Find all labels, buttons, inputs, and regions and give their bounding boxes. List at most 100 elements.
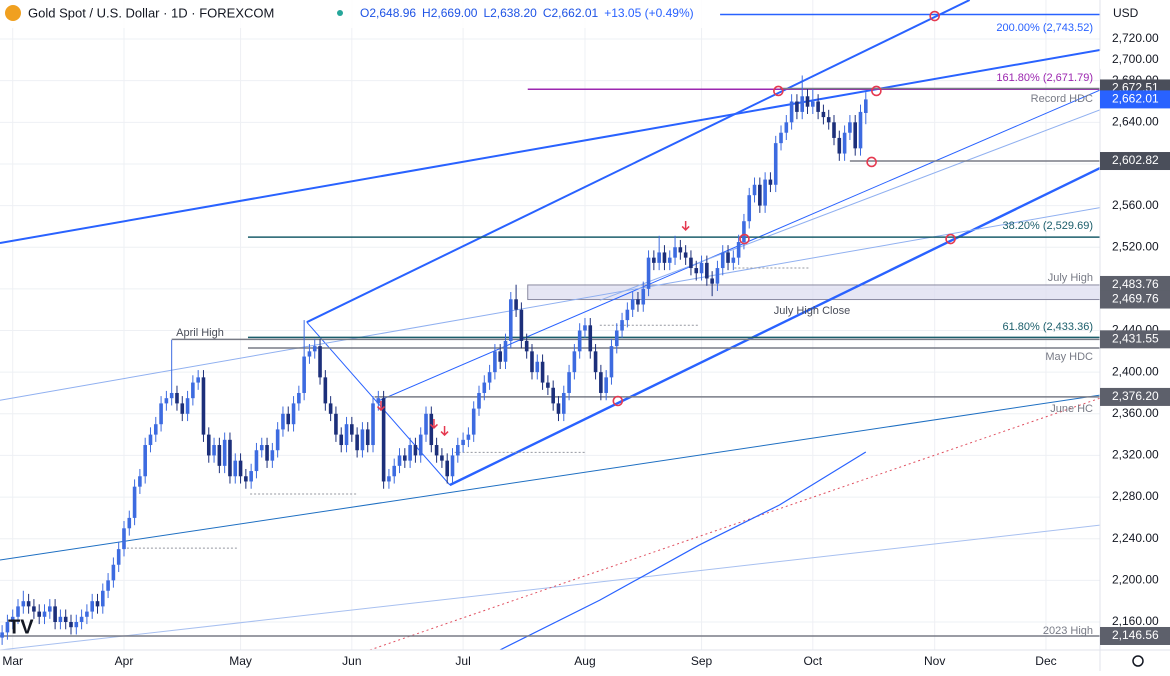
candle-body xyxy=(270,450,275,461)
candle-body xyxy=(217,445,222,466)
currency[interactable]: USD xyxy=(1113,6,1139,20)
candle-body xyxy=(758,184,762,206)
candle-body xyxy=(323,377,328,404)
price-label-box xyxy=(1100,90,1170,109)
candle-body xyxy=(371,403,375,446)
candle-body xyxy=(106,580,110,591)
candle-body xyxy=(164,398,169,404)
y-tick-label: 2,240.00 xyxy=(1112,531,1159,545)
candle-body xyxy=(275,429,280,451)
candle-body xyxy=(418,434,423,456)
candle-body xyxy=(858,111,863,149)
candle-body xyxy=(572,351,577,373)
candle-body xyxy=(715,268,720,284)
trendline xyxy=(449,166,1100,487)
annotation: 200.00% (2,743.52) xyxy=(996,22,1093,34)
annotation: April High xyxy=(176,327,224,339)
candle-body xyxy=(355,434,359,451)
candle-body xyxy=(175,392,179,404)
x-tick-label: Nov xyxy=(924,654,945,668)
price-label-box xyxy=(1100,330,1170,349)
candle-body xyxy=(79,616,84,622)
candle-body xyxy=(503,340,508,362)
candle-body xyxy=(53,606,57,622)
annotation: 161.80% (2,671.79) xyxy=(996,72,1093,84)
candle-body xyxy=(805,96,810,107)
annotation: 2023 High xyxy=(1043,625,1093,637)
candle-body xyxy=(837,137,842,154)
price-label-box xyxy=(1100,387,1170,406)
candle-body xyxy=(434,445,439,456)
y-tick-label: 2,400.00 xyxy=(1112,364,1159,378)
candle-body xyxy=(551,387,555,404)
ohlc-value: O2,648.96 xyxy=(360,6,416,20)
candle-body xyxy=(699,262,704,274)
candle-body xyxy=(524,340,529,352)
candle-body xyxy=(456,445,460,456)
candle-body xyxy=(185,398,190,414)
candle-body xyxy=(471,408,476,435)
candle-body xyxy=(334,413,338,435)
settings-icon[interactable] xyxy=(1132,655,1144,667)
price-label-box xyxy=(1100,152,1170,171)
x-tick-label: Apr xyxy=(115,654,134,668)
ohlc-value: L2,638.20 xyxy=(483,6,537,20)
candle-body xyxy=(58,616,63,622)
candle-body xyxy=(747,195,752,222)
candle-body xyxy=(577,330,582,352)
price-band xyxy=(527,284,1100,301)
x-tick-label: Dec xyxy=(1035,654,1056,668)
price-label: 2,469.76 xyxy=(1112,292,1159,306)
candle-body xyxy=(169,392,174,399)
candle-body xyxy=(85,611,89,617)
candle-body xyxy=(0,632,4,638)
candle-body xyxy=(768,179,773,185)
candle-body xyxy=(291,403,296,425)
annotation: July High xyxy=(1048,272,1093,284)
x-tick-label: Sep xyxy=(691,654,713,668)
candle-body xyxy=(556,403,561,414)
candle-body xyxy=(705,262,709,279)
candle-body xyxy=(360,429,365,451)
trendline xyxy=(306,0,971,324)
moving-average xyxy=(499,451,867,650)
candle-body xyxy=(69,621,73,628)
candle-body xyxy=(413,445,418,456)
annotation: May HDC xyxy=(1045,351,1093,363)
candle-body xyxy=(440,455,444,461)
candle-body xyxy=(312,346,317,352)
candle-body xyxy=(143,445,147,477)
price-label: 2,146.56 xyxy=(1112,628,1159,642)
ohlc-value: C2,662.01 xyxy=(543,6,599,20)
trendline xyxy=(0,48,1100,245)
down-arrow xyxy=(429,418,438,430)
candle-body xyxy=(206,434,211,456)
candle-body xyxy=(10,616,15,622)
candle-body xyxy=(795,101,799,112)
currency-box[interactable] xyxy=(1103,2,1159,26)
candle-body xyxy=(259,445,264,451)
candle-body xyxy=(726,252,730,263)
candle-body xyxy=(662,252,667,263)
candle-body xyxy=(630,299,635,310)
y-tick-label: 2,560.00 xyxy=(1112,198,1159,212)
y-tick-label: 2,640.00 xyxy=(1112,114,1159,128)
candle-body xyxy=(763,179,767,206)
candle-body xyxy=(583,325,587,331)
status-dot xyxy=(337,10,343,16)
candle-body xyxy=(63,616,68,622)
candle-body xyxy=(646,257,651,289)
candle-body xyxy=(424,413,428,435)
candle-body xyxy=(826,117,831,123)
candle-body xyxy=(816,101,820,112)
candle-body xyxy=(742,221,746,243)
candle-body xyxy=(620,320,624,331)
candle-body xyxy=(408,445,412,461)
level-marker xyxy=(945,233,956,245)
candle-body xyxy=(535,361,540,373)
down-arrow xyxy=(440,426,449,437)
axes: Mar Apr May Jun Jul Aug Sep Oct Nov Dec2,160.002,… xyxy=(2,31,1170,668)
symbol-logo xyxy=(5,5,21,21)
candle-body xyxy=(450,455,455,477)
candle-body xyxy=(789,101,794,123)
